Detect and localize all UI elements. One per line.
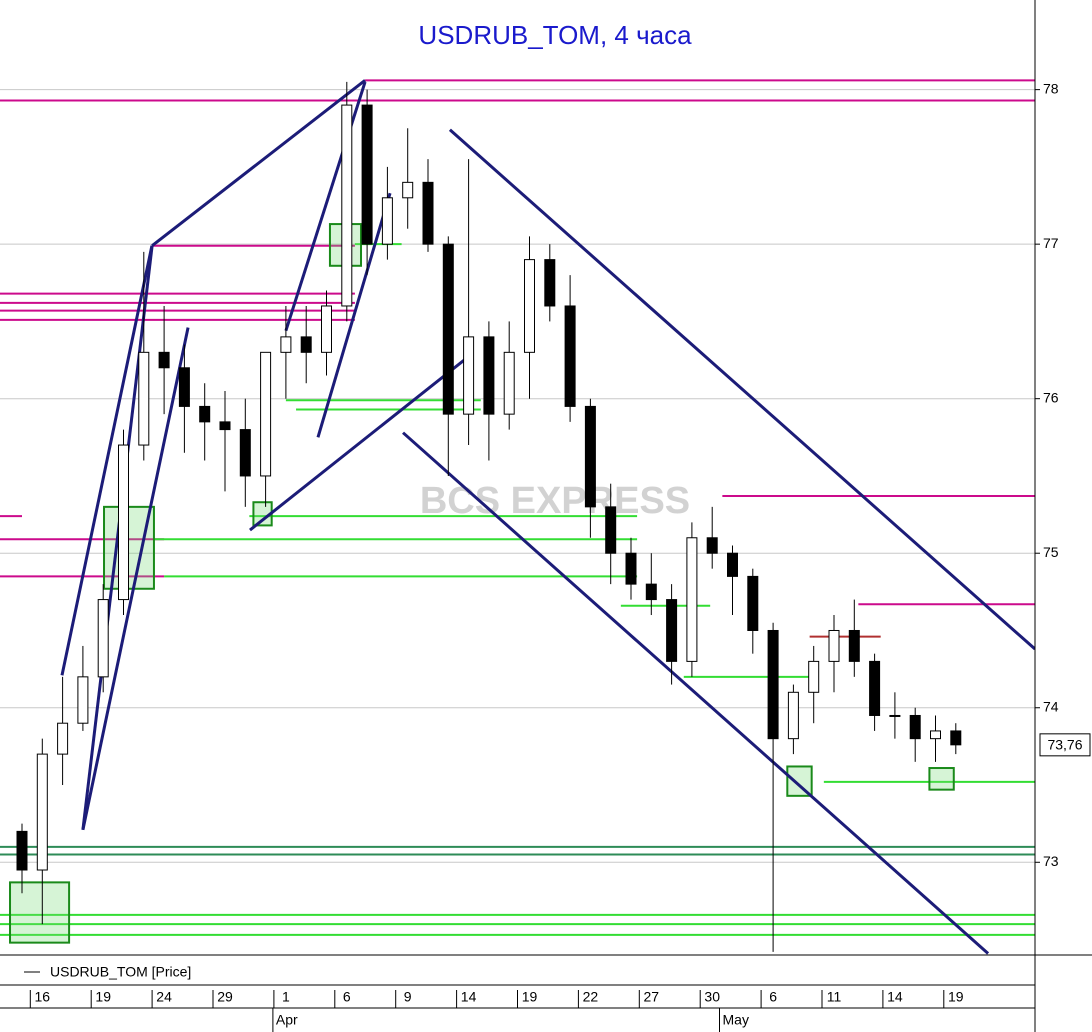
candle-body — [361, 104, 373, 245]
last-price-box — [1039, 733, 1091, 757]
last-price-label: 73,76 — [1047, 737, 1082, 753]
trend-line — [81, 327, 190, 831]
y-tick-label: 77 — [1043, 235, 1059, 251]
candle-body — [321, 305, 332, 353]
x-tick-label: 27 — [644, 989, 660, 1005]
plot-area — [0, 79, 1035, 955]
candle-body — [483, 336, 495, 415]
candle-body — [381, 197, 393, 245]
y-tick-label: 76 — [1043, 389, 1059, 405]
candle-body — [97, 599, 109, 678]
y-tick-label: 74 — [1043, 698, 1059, 714]
x-tick-label: 11 — [827, 989, 842, 1005]
x-tick-label: 14 — [887, 989, 903, 1005]
x-tick-label: 16 — [35, 989, 51, 1005]
candle-body — [524, 259, 535, 353]
y-tick-label: 73 — [1043, 853, 1059, 869]
trend-line — [448, 128, 1035, 651]
candle-body — [625, 552, 637, 585]
x-tick-label: 6 — [769, 989, 777, 1005]
candle-body — [808, 660, 820, 693]
x-tick-label: 6 — [343, 989, 351, 1005]
candle-body — [747, 575, 759, 631]
candle-body — [341, 104, 353, 307]
candle-body — [178, 367, 190, 407]
trend-line — [402, 431, 990, 955]
candle-body — [767, 629, 779, 740]
x-tick-label: 19 — [95, 989, 111, 1005]
candle-body — [77, 676, 89, 724]
y-tick-label: 78 — [1043, 80, 1059, 96]
candle-body — [869, 660, 881, 716]
candle-body — [889, 714, 901, 717]
x-tick-label: 14 — [461, 989, 477, 1005]
candle-body — [300, 336, 312, 353]
x-tick-label: 19 — [522, 989, 538, 1005]
candle-body — [422, 181, 434, 245]
candle-body — [605, 506, 617, 554]
candle-body — [158, 351, 170, 369]
candle-body — [706, 537, 718, 554]
candle-body — [442, 243, 454, 415]
candle-body — [260, 351, 272, 477]
candle-body — [239, 429, 251, 477]
candle-body — [463, 336, 475, 415]
candle-body — [219, 421, 231, 431]
candle-body — [199, 405, 211, 423]
month-label: May — [723, 1012, 749, 1028]
trend-line — [81, 245, 154, 831]
x-tick-label: 24 — [156, 989, 172, 1005]
candle-body — [36, 753, 48, 871]
candle-body — [544, 259, 556, 307]
candle-body — [787, 691, 799, 740]
trend-line — [60, 245, 154, 676]
x-tick-label: 1 — [282, 989, 290, 1005]
zone-box — [928, 767, 955, 791]
candle-body — [828, 629, 840, 662]
candle-body — [280, 336, 292, 353]
candle-body — [57, 722, 69, 755]
month-label: Apr — [276, 1012, 298, 1028]
candle-body — [564, 305, 576, 407]
candle-body — [118, 444, 129, 601]
legend-label: USDRUB_TOM [Price] — [50, 964, 191, 980]
y-tick-label: 75 — [1043, 544, 1059, 560]
x-tick-label: 29 — [217, 989, 233, 1005]
x-tick-label: 30 — [704, 989, 720, 1005]
candle-body — [848, 629, 860, 662]
candle-body — [402, 181, 414, 199]
candle-body — [727, 552, 738, 577]
trend-line — [249, 354, 471, 532]
x-tick-label: 9 — [404, 989, 412, 1005]
candle-body — [666, 599, 678, 662]
trend-line — [316, 192, 392, 438]
candle-body — [645, 583, 657, 601]
x-tick-label: 19 — [948, 989, 964, 1005]
candle-body — [16, 830, 28, 871]
candle-body — [503, 351, 515, 415]
candle-body — [930, 730, 941, 740]
candle-body — [909, 714, 921, 740]
candle-body — [138, 351, 150, 446]
trend-line — [151, 79, 366, 247]
candle-body — [584, 405, 596, 508]
x-tick-label: 22 — [583, 989, 599, 1005]
candle-body — [950, 730, 962, 746]
zone-box — [9, 881, 71, 944]
candle-body — [686, 537, 698, 662]
chart-title: USDRUB_TOM, 4 часа — [418, 20, 692, 50]
